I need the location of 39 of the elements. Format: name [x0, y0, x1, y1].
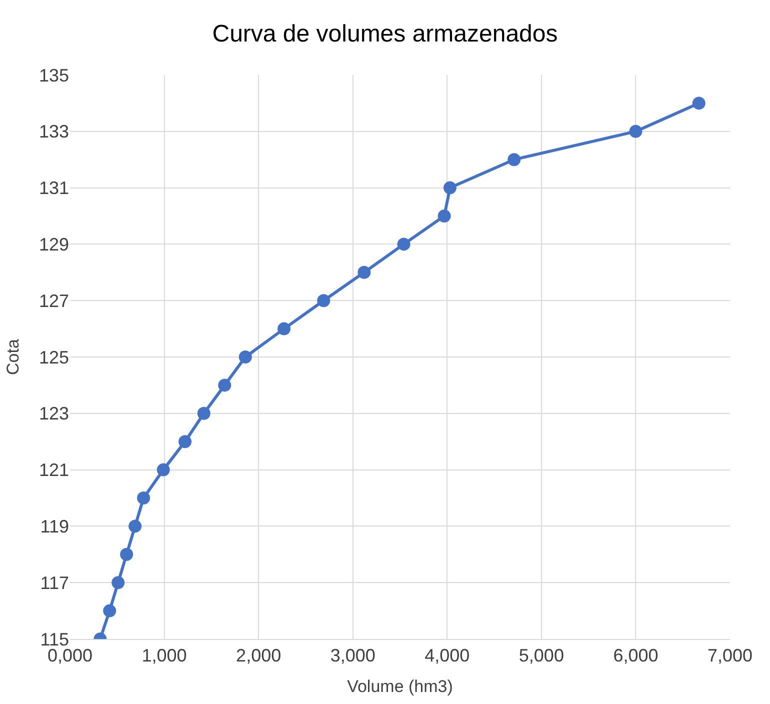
- y-tick-label: 131: [38, 178, 69, 198]
- x-tick-label: 4,000: [424, 646, 470, 666]
- point: [103, 604, 116, 618]
- y-axis-title: Cota: [4, 338, 23, 375]
- y-tick-label: 127: [38, 290, 69, 311]
- point: [178, 435, 192, 448]
- y-tick-label: 119: [40, 516, 69, 536]
- y-tick-label: 125: [38, 347, 69, 368]
- point: [156, 463, 170, 476]
- point: [137, 492, 150, 504]
- point: [317, 294, 330, 308]
- x-tick-label: 7,000: [707, 646, 753, 666]
- x-axis-title: Volume (hm3): [347, 677, 453, 696]
- y-tick-label: 135: [38, 65, 69, 86]
- chart-title: Curva de volumes armazenados: [212, 20, 558, 48]
- point: [197, 406, 210, 420]
- x-tick-label: 2,000: [236, 646, 282, 666]
- y-tick-label: 129: [38, 234, 69, 254]
- point: [112, 576, 125, 590]
- point: [438, 210, 451, 222]
- point: [629, 124, 642, 138]
- point: [508, 153, 521, 166]
- x-tick-label: 1,000: [142, 646, 187, 666]
- x-tick-label: 5,000: [518, 646, 564, 666]
- point: [238, 350, 252, 364]
- point: [278, 322, 291, 336]
- point: [218, 378, 232, 392]
- y-tick-label: 117: [40, 572, 69, 593]
- y-tick-label: 121: [38, 460, 69, 480]
- point: [443, 181, 456, 194]
- point: [358, 266, 371, 279]
- point: [120, 548, 134, 561]
- x-tick-label: 3,000: [330, 646, 376, 666]
- x-tick-label: 6,000: [613, 646, 658, 666]
- point: [397, 238, 410, 251]
- y-tick-label: 123: [38, 404, 69, 424]
- y-tick-label: 133: [38, 122, 69, 142]
- point: [128, 520, 142, 533]
- point: [692, 96, 706, 110]
